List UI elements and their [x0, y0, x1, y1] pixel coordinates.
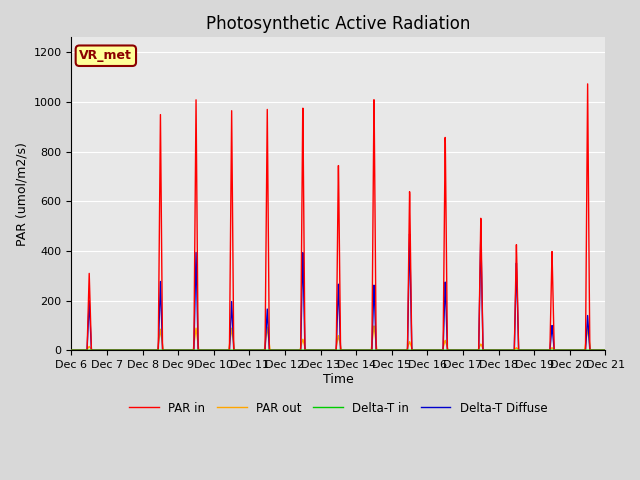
Delta-T Diffuse	[602, 348, 609, 353]
PAR in	[584, 81, 591, 87]
PAR out	[390, 348, 398, 353]
PAR in	[400, 348, 408, 353]
Delta-T Diffuse	[217, 348, 225, 353]
Delta-T in	[217, 348, 225, 353]
Delta-T Diffuse	[400, 348, 408, 353]
Y-axis label: PAR (umol/m2/s): PAR (umol/m2/s)	[15, 142, 28, 246]
Delta-T in	[68, 348, 76, 353]
PAR in	[602, 348, 609, 353]
Delta-T Diffuse	[390, 348, 398, 353]
Delta-T Diffuse	[602, 348, 609, 353]
Delta-T Diffuse	[182, 348, 189, 353]
PAR in	[68, 348, 76, 353]
PAR out	[182, 348, 189, 353]
Delta-T in	[390, 348, 398, 353]
Line: PAR out: PAR out	[72, 326, 605, 350]
Delta-T Diffuse	[68, 348, 76, 353]
PAR out	[400, 348, 408, 353]
Legend: PAR in, PAR out, Delta-T in, Delta-T Diffuse: PAR in, PAR out, Delta-T in, Delta-T Dif…	[125, 397, 552, 419]
PAR out	[602, 348, 609, 353]
Line: Delta-T Diffuse: Delta-T Diffuse	[72, 234, 605, 350]
PAR out	[602, 348, 609, 353]
Delta-T Diffuse	[406, 231, 413, 237]
Text: VR_met: VR_met	[79, 49, 132, 62]
PAR in	[182, 348, 189, 353]
Delta-T Diffuse	[551, 348, 559, 353]
PAR out	[370, 323, 378, 329]
PAR in	[602, 348, 609, 353]
Delta-T in	[400, 348, 408, 353]
Title: Photosynthetic Active Radiation: Photosynthetic Active Radiation	[206, 15, 470, 33]
Delta-T in	[601, 348, 609, 353]
X-axis label: Time: Time	[323, 372, 354, 386]
PAR out	[68, 348, 76, 353]
Delta-T in	[551, 348, 559, 353]
Delta-T in	[182, 348, 189, 353]
PAR in	[390, 348, 398, 353]
PAR out	[551, 348, 559, 353]
Delta-T in	[602, 348, 609, 353]
Line: PAR in: PAR in	[72, 84, 605, 350]
PAR in	[551, 348, 559, 353]
PAR in	[217, 348, 225, 353]
PAR out	[217, 348, 225, 353]
